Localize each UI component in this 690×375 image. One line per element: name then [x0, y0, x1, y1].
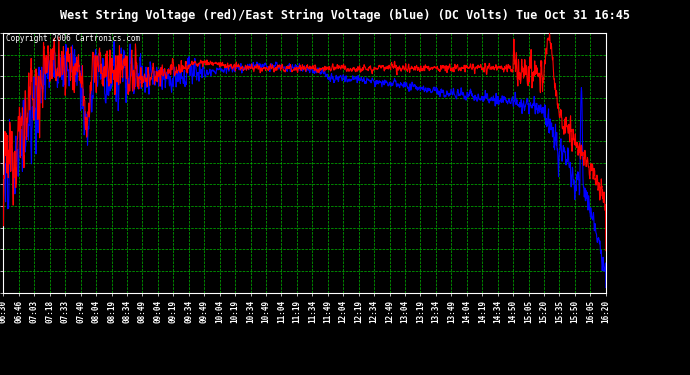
Text: West String Voltage (red)/East String Voltage (blue) (DC Volts) Tue Oct 31 16:45: West String Voltage (red)/East String Vo…: [60, 9, 630, 22]
Text: Copyright 2006 Cartronics.com: Copyright 2006 Cartronics.com: [6, 34, 141, 43]
